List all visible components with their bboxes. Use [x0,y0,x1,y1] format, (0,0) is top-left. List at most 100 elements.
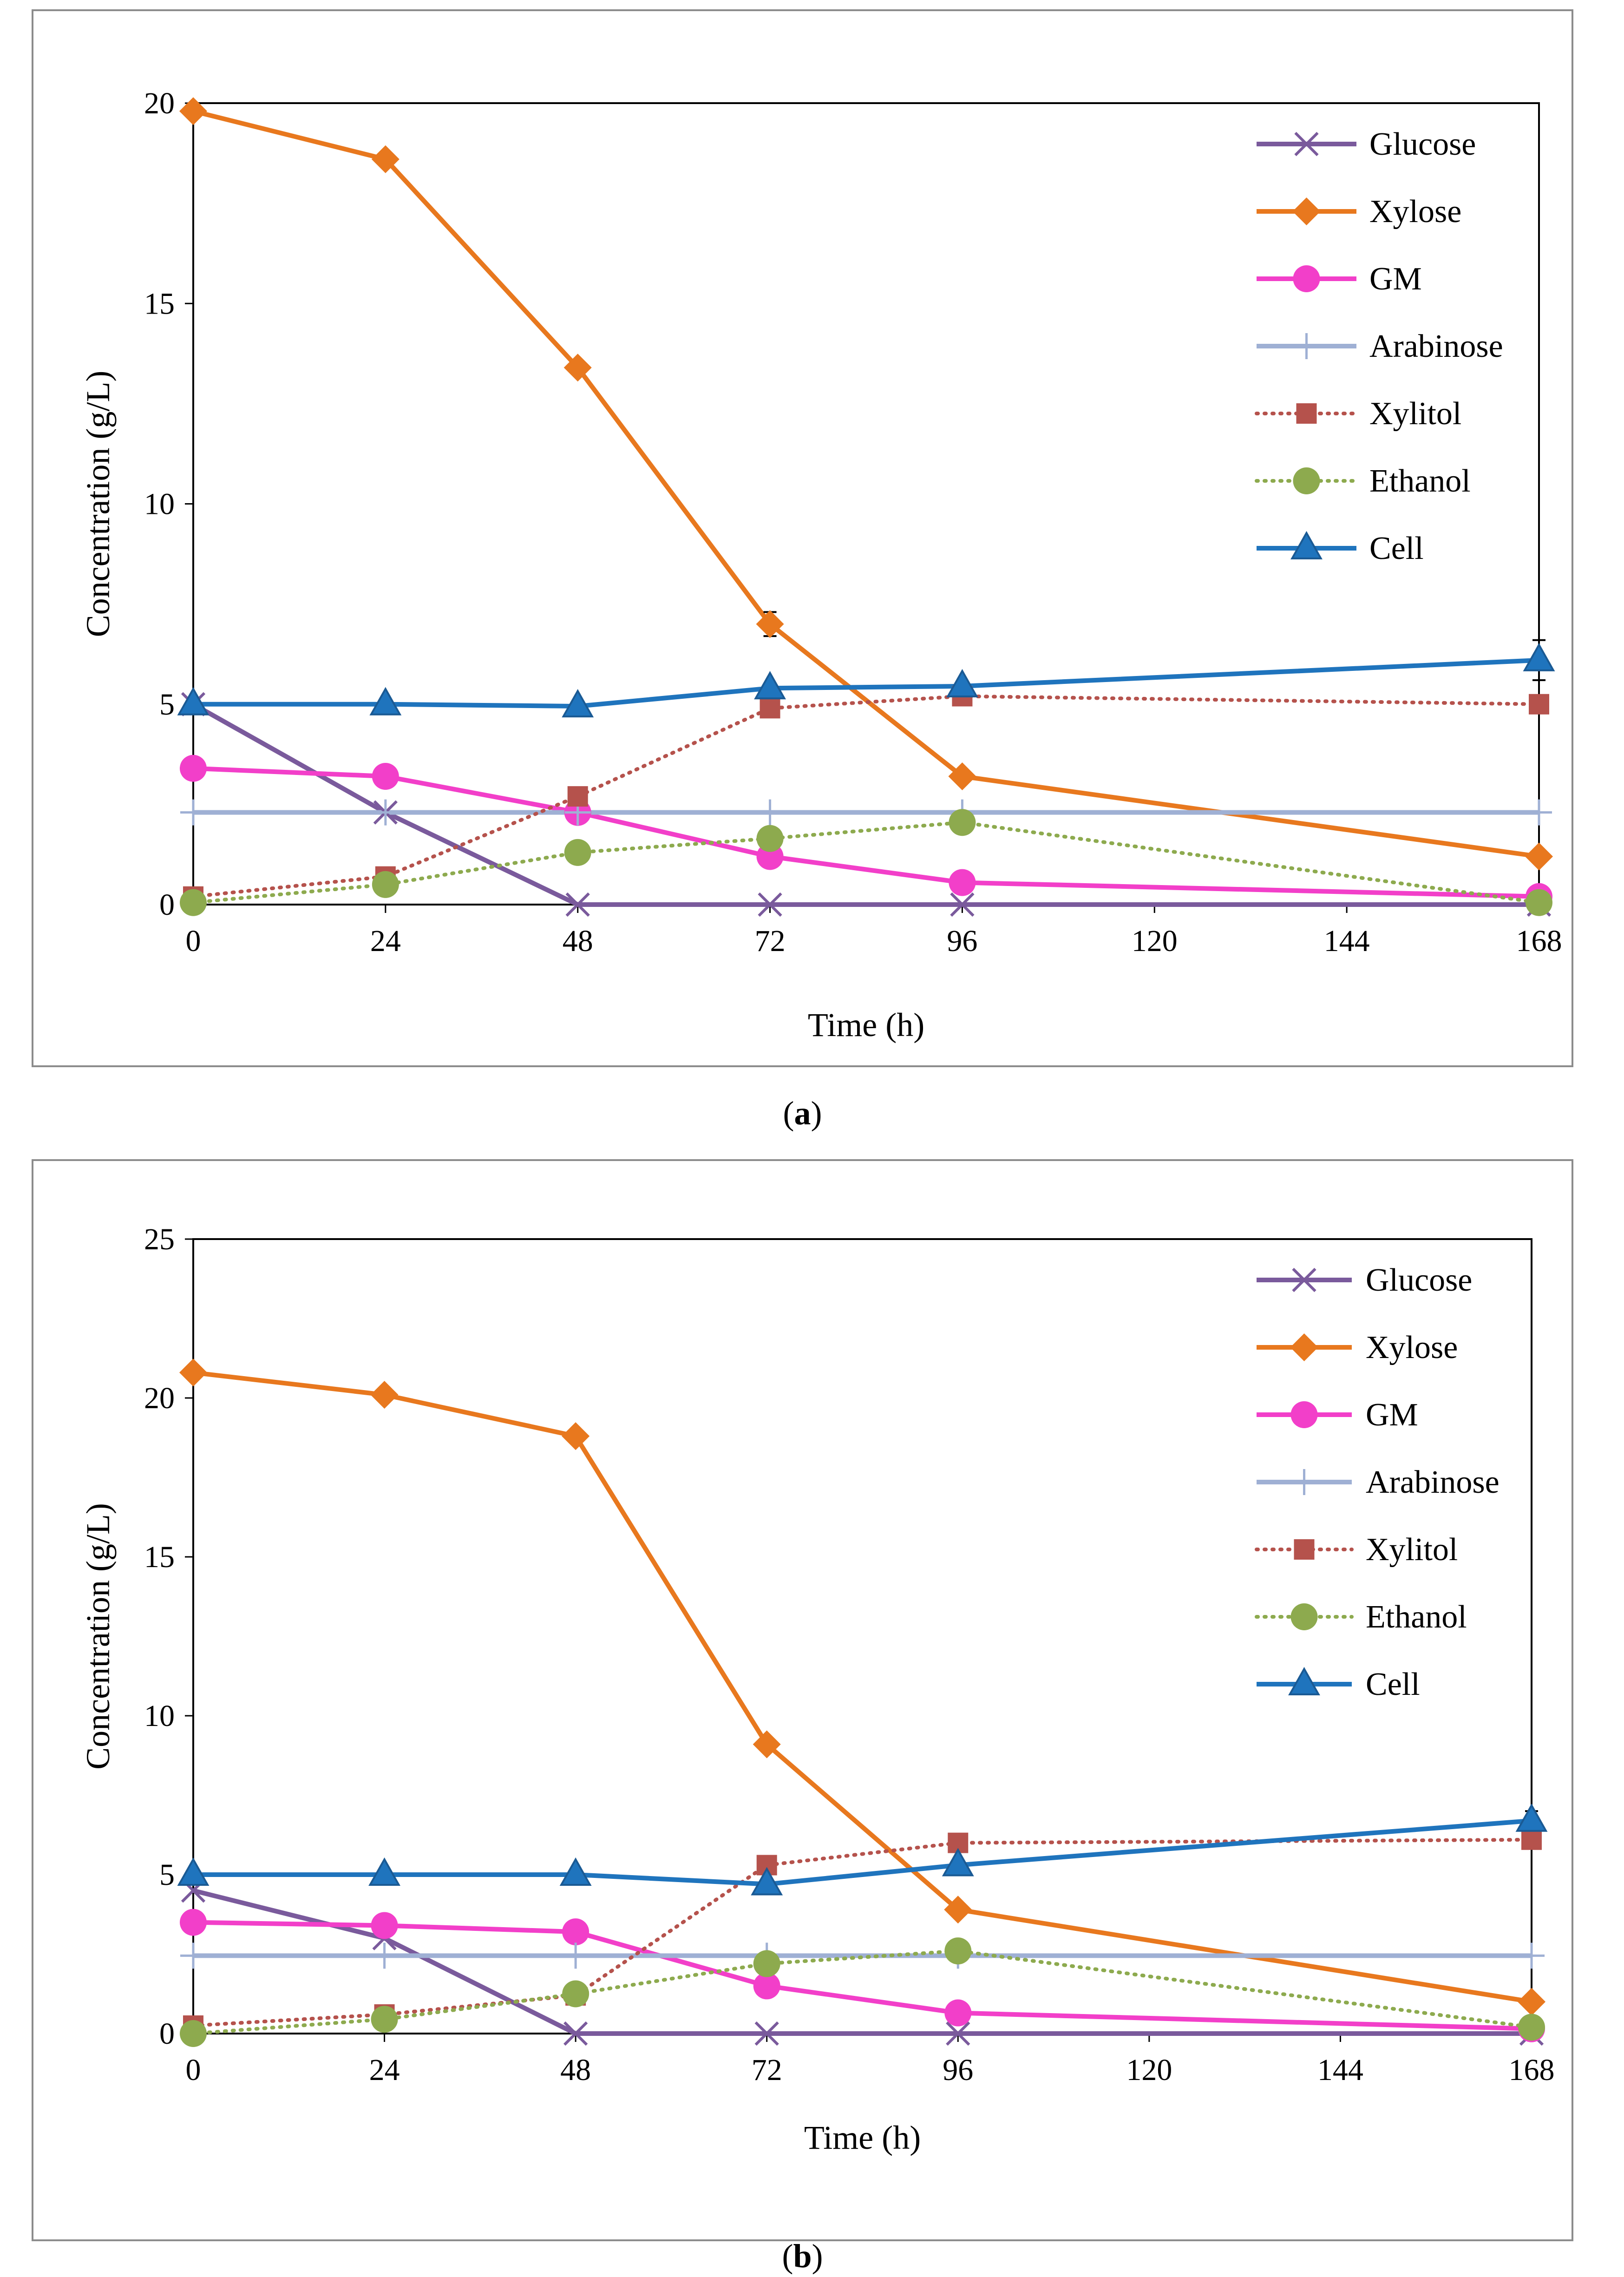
x-tick-label: 120 [1126,2053,1172,2087]
data-point-cell [369,687,402,715]
x-tick-label: 24 [369,2053,400,2087]
series-line-glucose [192,1888,1532,2036]
data-point-xylose [563,354,592,382]
legend-marker-gm [1293,265,1320,292]
legend-marker-cell [1290,531,1323,559]
y-tick-label: 15 [144,287,175,321]
legend-label-xylose: Xylose [1369,194,1461,230]
data-point-cell [754,671,786,700]
legend-marker-glucose [1294,131,1319,157]
legend-marker-cell [1288,1667,1320,1695]
legend-marker-xylose [1290,1333,1318,1361]
data-point-ethanol [1526,889,1552,916]
data-point-ethanol [180,2020,207,2047]
y-tick-label: 20 [144,1381,175,1415]
series-line-xylose [193,1370,1532,2004]
data-point-cell [751,1867,783,1896]
x-tick-label: 0 [186,924,201,958]
data-point-ethanol [564,839,591,866]
y-tick-label: 0 [159,2017,175,2051]
data-point-ethanol [944,1937,972,1965]
chart-panel-b: 0 5 10 15 20 25 0 24 48 72 96 120 144 168 Time (h) Conc… [32,1159,1573,2275]
y-tick-label: 25 [144,1222,175,1256]
legend-label-arabinose: Arabinose [1366,1464,1500,1500]
legend-label-gm: GM [1366,1397,1418,1433]
data-point-xylose [1518,1988,1545,2016]
y-axis-title: Concentration (g/L) [79,1503,117,1770]
data-point-arabinose [372,799,399,826]
x-tick-label: 96 [943,2053,973,2087]
legend-marker-xylitol [1296,403,1317,424]
legend-label-cell: Cell [1369,531,1424,566]
data-point-cell [177,687,210,715]
panel-label: (b) [782,2238,823,2275]
data-point-arabinose [757,799,783,826]
data-point-cell [946,669,978,697]
data-point-xylose [948,762,976,790]
y-tick-label: 15 [144,1540,175,1574]
data-point-cell [1523,643,1555,671]
legend-label-xylose: Xylose [1366,1330,1458,1365]
data-point-ethanol [562,1980,589,2008]
data-point-xylose [756,610,784,638]
data-point-xylose [1525,842,1553,871]
x-axis-title: Time (h) [804,2119,921,2156]
legend-label-ethanol: Ethanol [1366,1599,1467,1635]
data-point-arabinose [1519,1942,1545,1969]
data-point-glucose [754,2021,779,2046]
legend: Glucose Xylose GM Arabinose Xylitol Ethanol Ce… [1255,1262,1500,1702]
series-line-cell [193,1818,1532,1887]
x-tick-label: 168 [1516,924,1562,958]
chart-frame [32,1159,1573,2241]
data-point-gm [371,1912,398,1939]
data-point-glucose [565,892,590,917]
series-line-ethanol [191,1949,1533,2035]
data-point-arabinose [371,1942,398,1969]
legend-marker-gm [1290,1401,1318,1428]
legend-marker-ethanol [1290,1603,1318,1630]
data-point-cell [177,1857,210,1886]
chart-panel-a: 0 5 10 15 20 0 24 48 72 96 120 144 168 Time (h) Concen… [32,9,1573,1132]
legend-label-glucose: Glucose [1369,126,1476,162]
y-tick-label: 5 [159,1858,175,1892]
x-axis-title: Time (h) [808,1006,924,1043]
data-point-xylitol [1529,694,1549,715]
series-line-xylose [192,109,1539,859]
data-point-glucose [563,2021,588,2046]
data-point-xylose [753,1730,781,1759]
series-line-gm [193,1920,1532,2031]
data-point-cell [942,1848,974,1877]
series-line-ethanol [191,820,1541,905]
data-point-xylose [179,1358,207,1387]
legend-marker-glucose [1292,1267,1316,1293]
x-tick-label: 48 [563,924,593,958]
legend-marker-xylitol [1294,1539,1315,1560]
y-tick-label: 5 [159,688,175,722]
data-point-xylose [370,1381,399,1409]
panel-label: (a) [783,1095,822,1132]
data-point-glucose [758,892,782,917]
data-point-xylose [179,97,207,125]
data-point-xylitol [567,786,588,807]
series-line-glucose [192,702,1539,907]
data-point-xylose [371,145,399,173]
data-point-xylose [944,1896,972,1924]
chart-frame [32,9,1573,1067]
data-point-xylose [562,1422,590,1450]
data-point-arabinose [180,799,206,826]
legend-label-arabinose: Arabinose [1369,328,1503,364]
x-tick-label: 120 [1132,924,1178,958]
data-point-gm [753,1972,780,2000]
data-point-gm [372,763,399,790]
data-point-ethanol [756,825,784,852]
data-point-gm [562,1918,589,1946]
x-tick-label: 0 [186,2053,201,2087]
x-tick-label: 144 [1317,2053,1363,2087]
x-tick-label: 144 [1324,924,1370,958]
data-point-arabinose [1526,799,1552,826]
legend-marker-xylose [1292,197,1321,225]
data-point-gm [944,1999,972,2027]
data-point-cell [1515,1803,1548,1832]
data-point-ethanol [180,889,207,916]
